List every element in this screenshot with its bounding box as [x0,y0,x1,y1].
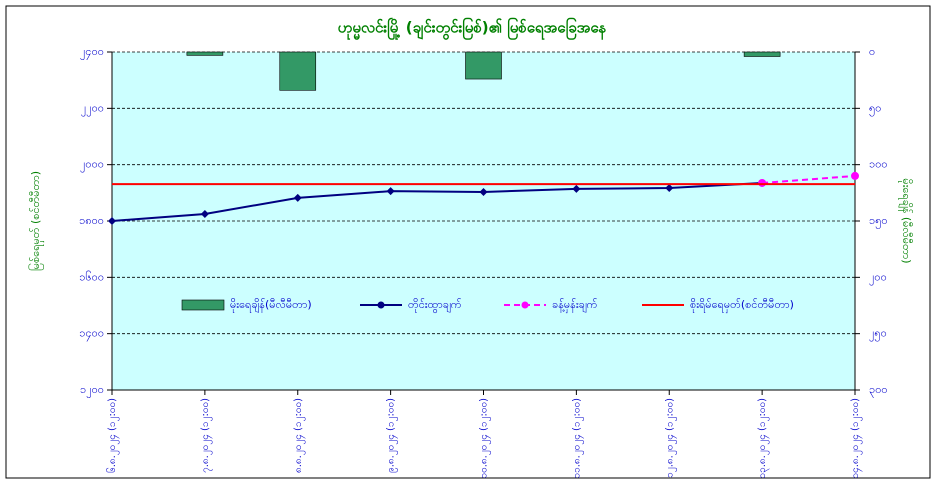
point [479,187,488,196]
x-tick-label: ၆.၈.၂၀၂၄ (၁၂:၀၀) [105,398,120,473]
x-tick-label: ၁၃.၈.၂၀၂၄ (၁၂:၀၀) [757,398,770,479]
x-tick-label: ၁၄.၈.၂၀၂၄ (၁၂:၀၀) [850,398,863,479]
bar [465,51,502,80]
point [293,193,302,202]
y-tick-label: ၁၈၀၀ [79,214,104,227]
point [108,217,116,225]
y-tick-label: ၁၆၀၀ [79,270,104,283]
x-tick-label: ၁၂.၈.၂၀၂၄ (၁၂:၀၀) [664,398,677,478]
y-tick-label: ၂၂၀၀ [81,101,104,116]
y2-tick-label: ၃၀၀ [869,383,888,398]
legend-marker [377,301,385,309]
y2-tick-label: ၀ [869,45,875,58]
x-tick-label: ၈.၈.၂၀၂၄ (၁၂:၀၀) [293,398,306,473]
y2-tick-label: ၁၅၀ [869,214,888,229]
y2-axis-label: မိုးရေချိန် (မီလီမီတာ) [898,178,913,263]
legend-label: ခန့်မှန်းချက် [552,298,598,313]
y2-tick-label: ၂၀၀ [869,270,887,285]
point [386,187,395,196]
point [200,209,209,218]
legend-marker [521,301,529,309]
x-tick-label: ၇.၈.၂၀၂၄ (၁၂:၀၀) [200,398,213,473]
legend-label: စိုးရိမ်ရေမှတ်(စင်တီမီတာ) [690,298,794,313]
y2-tick-label: ၁၀၀ [869,158,888,171]
y2-tick-label: ၅၀ [869,101,881,116]
bar [186,51,224,56]
bar [743,51,781,57]
legend-label: တိုင်းထွာချက် [408,298,462,313]
line [762,174,856,184]
y-tick-label: ၁၄၀၀ [79,327,104,342]
point [851,171,859,180]
bar [279,51,317,91]
point [572,184,581,193]
x-tick-label: ၉.၈.၂၀၂၄ (၁၂:၀၀) [386,398,399,473]
point [665,184,674,193]
legend-swatch [181,299,225,311]
point [758,178,767,187]
x-tick-label: ၁၁.၈.၂၀၂၄ (၁၂:၀၀) [571,398,584,479]
y-tick-label: ၂၀၀၀ [80,158,104,173]
y-axis-label: မြစ်ရေမှတ် (စင်တီမီတာ) [28,171,44,271]
y-tick-label: ၁၂၀၀ [80,383,104,398]
x-tick-label: ၁၀.၈.၂၀၂၄ (၁၂:၀၀) [479,398,492,479]
y-tick-label: ၂၄၀၀ [80,45,104,60]
line [111,181,763,222]
y2-tick-label: ၂၅၀ [869,327,887,342]
legend-label: မိုးရေချိန်(မီလီမီတာ) [230,298,312,313]
